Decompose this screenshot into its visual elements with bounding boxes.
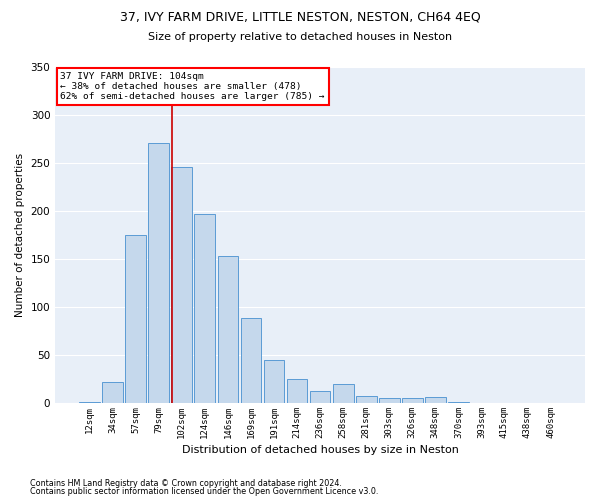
Bar <box>125 235 146 403</box>
Bar <box>263 360 284 403</box>
Text: 37, IVY FARM DRIVE, LITTLE NESTON, NESTON, CH64 4EQ: 37, IVY FARM DRIVE, LITTLE NESTON, NESTO… <box>119 10 481 23</box>
X-axis label: Distribution of detached houses by size in Neston: Distribution of detached houses by size … <box>182 445 458 455</box>
Bar <box>148 144 169 403</box>
Bar <box>172 168 192 403</box>
Bar <box>402 398 422 403</box>
Bar <box>379 398 400 403</box>
Text: Contains public sector information licensed under the Open Government Licence v3: Contains public sector information licen… <box>30 487 379 496</box>
Y-axis label: Number of detached properties: Number of detached properties <box>15 152 25 317</box>
Bar <box>310 390 331 403</box>
Bar <box>425 398 446 403</box>
Text: Size of property relative to detached houses in Neston: Size of property relative to detached ho… <box>148 32 452 42</box>
Text: 37 IVY FARM DRIVE: 104sqm
← 38% of detached houses are smaller (478)
62% of semi: 37 IVY FARM DRIVE: 104sqm ← 38% of detac… <box>61 72 325 102</box>
Bar <box>218 256 238 403</box>
Bar <box>241 318 262 403</box>
Bar <box>102 382 123 403</box>
Bar <box>79 402 100 403</box>
Bar <box>448 402 469 403</box>
Bar <box>333 384 353 403</box>
Text: Contains HM Land Registry data © Crown copyright and database right 2024.: Contains HM Land Registry data © Crown c… <box>30 478 342 488</box>
Bar <box>356 396 377 403</box>
Bar <box>194 214 215 403</box>
Bar <box>287 379 307 403</box>
